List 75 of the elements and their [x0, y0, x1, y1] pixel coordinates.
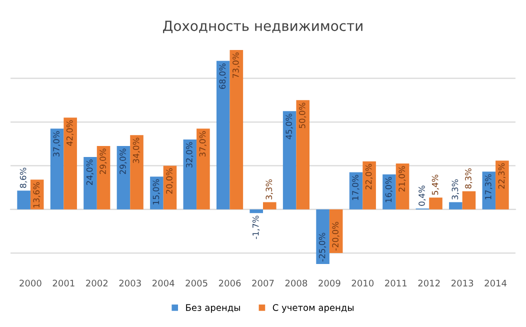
x-tick-label: 2004	[152, 280, 174, 287]
data-label: 37,0%	[53, 131, 60, 157]
bar	[263, 202, 276, 210]
data-label: 73,0%	[232, 52, 240, 78]
bar	[362, 161, 376, 210]
x-tick-label: 2001	[52, 280, 74, 287]
x-tick-label: 2005	[186, 280, 208, 287]
bar	[84, 156, 97, 210]
data-label: 3,3%	[452, 179, 459, 200]
x-tick-label: 2011	[385, 280, 407, 287]
data-label: 21,0%	[398, 166, 406, 192]
data-label: -20,0%	[332, 222, 340, 251]
bar	[316, 209, 330, 264]
bar	[382, 174, 396, 210]
data-label: 20,0%	[166, 168, 174, 194]
x-tick-label: 2006	[218, 280, 241, 287]
data-label: 29,0%	[100, 148, 107, 174]
data-label: 32,0%	[186, 142, 194, 168]
data-label: -1,7%	[252, 216, 260, 239]
data-label: 22,0%	[365, 164, 373, 190]
x-tick-label: 2012	[418, 280, 440, 287]
data-label: 34,0%	[132, 138, 140, 164]
x-tick-label: 2013	[452, 280, 474, 287]
data-label: 17,0%	[352, 174, 360, 200]
data-label: 29,0%	[120, 148, 127, 174]
bar	[482, 172, 496, 210]
bar	[496, 160, 509, 210]
x-tick-label: 2000	[20, 280, 42, 287]
legend-label: С учетом аренды	[272, 304, 354, 313]
bar	[396, 164, 410, 210]
x-tick-label: 2014	[484, 280, 507, 287]
data-label: 45,0%	[286, 114, 293, 140]
data-label: 5,4%	[432, 174, 440, 195]
bar	[163, 166, 177, 210]
data-label: 17,3%	[485, 174, 492, 200]
data-label: 37,0%	[199, 131, 206, 157]
x-tick-label: 2002	[86, 280, 108, 287]
bar	[230, 50, 244, 210]
bar	[250, 209, 263, 214]
data-label: 22,3%	[498, 163, 506, 189]
data-label: 0,4%	[418, 186, 426, 206]
bar	[282, 111, 296, 210]
legend-label: Без аренды	[186, 304, 240, 313]
bar	[116, 146, 130, 210]
bar	[150, 176, 164, 210]
x-tick-label: 2010	[352, 280, 374, 287]
bar	[130, 135, 144, 210]
x-tick-label: 2009	[318, 280, 340, 287]
data-label: 16,0%	[385, 177, 393, 202]
bar	[64, 118, 77, 210]
data-label: -25,0%	[318, 232, 326, 262]
data-label: 15,0%	[152, 179, 160, 204]
x-tick-label: 2003	[119, 280, 141, 287]
bar	[462, 191, 476, 210]
bar	[196, 128, 210, 210]
data-label: 50,0%	[298, 102, 306, 128]
x-tick-label: 2008	[285, 280, 308, 287]
x-tick-label: 2007	[252, 280, 274, 287]
bar	[50, 128, 64, 210]
bar	[429, 198, 442, 210]
data-label: 42,0%	[66, 120, 74, 146]
bar	[349, 172, 363, 210]
data-label: 8,6%	[20, 168, 28, 188]
data-label: 8,3%	[465, 168, 472, 189]
bar	[183, 139, 197, 210]
bar	[449, 202, 462, 210]
bar	[17, 190, 30, 210]
bar	[96, 146, 110, 210]
data-label: 68,0%	[219, 63, 226, 89]
bar	[296, 100, 310, 210]
data-label: 3,3%	[266, 179, 273, 200]
data-label: 24,0%	[86, 160, 94, 185]
chart-title: Доходность недвижимости	[163, 20, 362, 34]
bar	[216, 60, 230, 210]
data-label: 13,6%	[33, 182, 40, 208]
